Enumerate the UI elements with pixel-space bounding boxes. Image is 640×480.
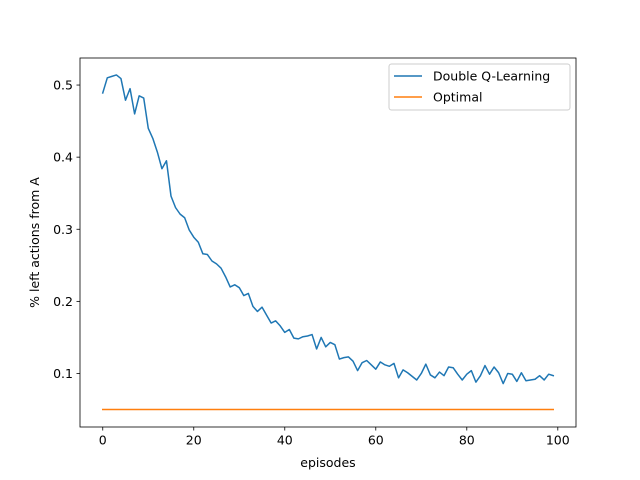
x-tick-label: 100: [546, 433, 570, 448]
y-tick-label: 0.1: [53, 366, 73, 381]
legend-label: Double Q-Learning: [433, 69, 550, 84]
x-axis-label: episodes: [300, 455, 355, 470]
axes-frame: [79, 57, 577, 428]
legend: Double Q-Learning Optimal: [388, 63, 571, 111]
x-tick-label: 40: [277, 433, 293, 448]
x-tick-label: 20: [186, 433, 202, 448]
series-line-double-q-learning: [101, 74, 555, 385]
y-tick-label: 0.4: [53, 150, 73, 165]
y-tick-label: 0.5: [53, 78, 73, 93]
x-axis-ticks: 0 20 40 60 80 100: [99, 427, 570, 448]
x-tick-label: 60: [368, 433, 384, 448]
x-tick-label: 0: [99, 433, 107, 448]
legend-box: [388, 63, 571, 111]
legend-label: Optimal: [433, 90, 482, 105]
y-axis-label: % left actions from A: [27, 177, 42, 308]
series-layer: [101, 74, 555, 411]
y-tick-label: 0.3: [53, 222, 73, 237]
y-axis-ticks: 0.1 0.2 0.3 0.4 0.5: [53, 78, 80, 381]
y-tick-label: 0.2: [53, 294, 73, 309]
x-tick-label: 80: [459, 433, 475, 448]
